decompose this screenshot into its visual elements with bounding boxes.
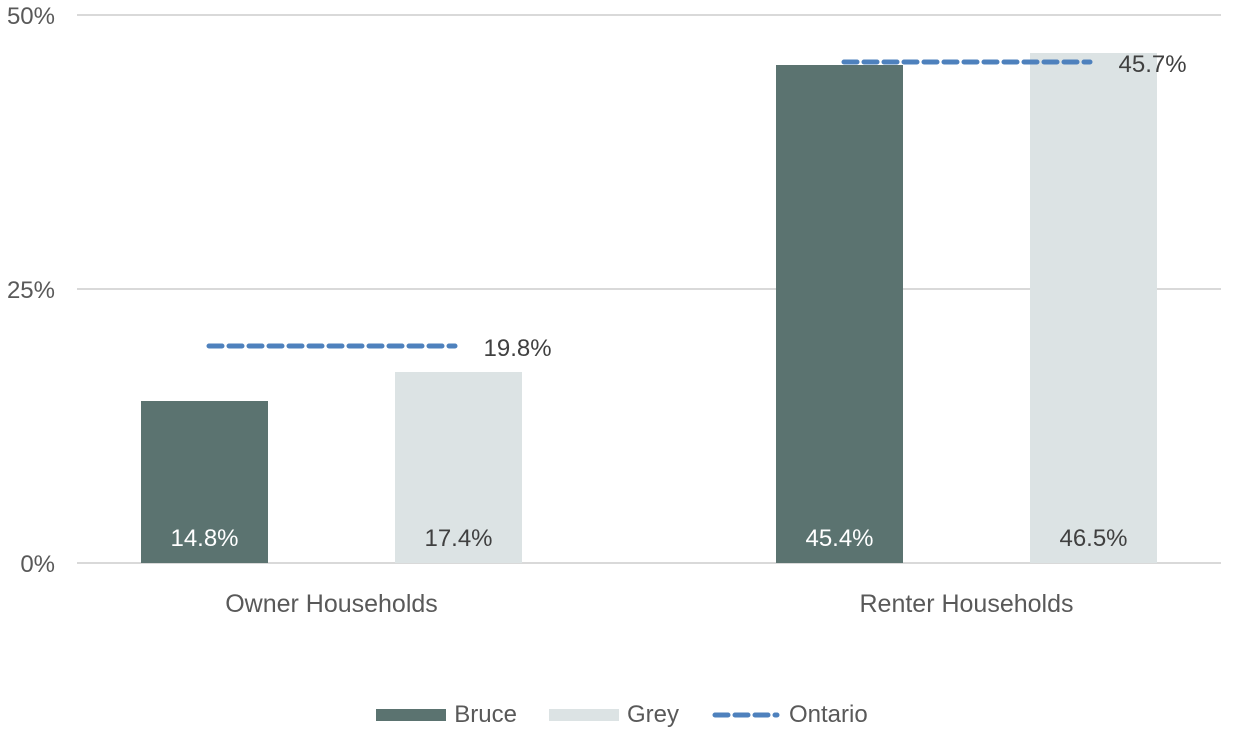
bar-grey-renter-households: 46.5%	[1030, 53, 1157, 563]
legend: Bruce Grey Ontario	[0, 700, 1244, 730]
bar-value-label: 45.4%	[805, 524, 874, 552]
ontario-reference-line-renter-households	[840, 59, 1094, 65]
x-axis-category-label: Renter Households	[859, 590, 1074, 618]
bar-value-label: 17.4%	[424, 524, 493, 552]
legend-item-ontario: Ontario	[711, 700, 868, 730]
ontario-reference-line-owner-households	[205, 343, 459, 349]
y-axis-tick-label: 25%	[6, 277, 55, 304]
bar-value-label: 14.8%	[170, 524, 239, 552]
y-axis-tick-label: 50%	[6, 3, 55, 30]
bar-bruce-owner-households: 14.8%	[141, 400, 268, 563]
bruce-series-swatch-icon	[376, 709, 447, 721]
gridline-50%	[77, 14, 1221, 16]
legend-label-grey: Grey	[626, 701, 679, 728]
legend-item-grey: Grey	[548, 700, 679, 730]
ontario-value-label: 19.8%	[483, 334, 552, 362]
gridline-25%	[77, 288, 1221, 290]
bar-bruce-renter-households: 45.4%	[776, 65, 903, 563]
ontario-value-label: 45.7%	[1118, 51, 1187, 79]
bar-grey-owner-households: 17.4%	[395, 372, 522, 563]
bar-value-label: 46.5%	[1059, 524, 1128, 552]
legend-label-ontario: Ontario	[789, 701, 868, 728]
ontario-dashed-line-icon	[711, 712, 781, 718]
y-axis-tick-label: 0%	[20, 551, 55, 578]
x-axis-category-label: Owner Households	[225, 590, 438, 618]
legend-item-bruce: Bruce	[376, 700, 517, 730]
grey-series-swatch-icon	[548, 709, 619, 721]
legend-label-bruce: Bruce	[454, 701, 517, 728]
gridline-0%	[77, 562, 1221, 564]
